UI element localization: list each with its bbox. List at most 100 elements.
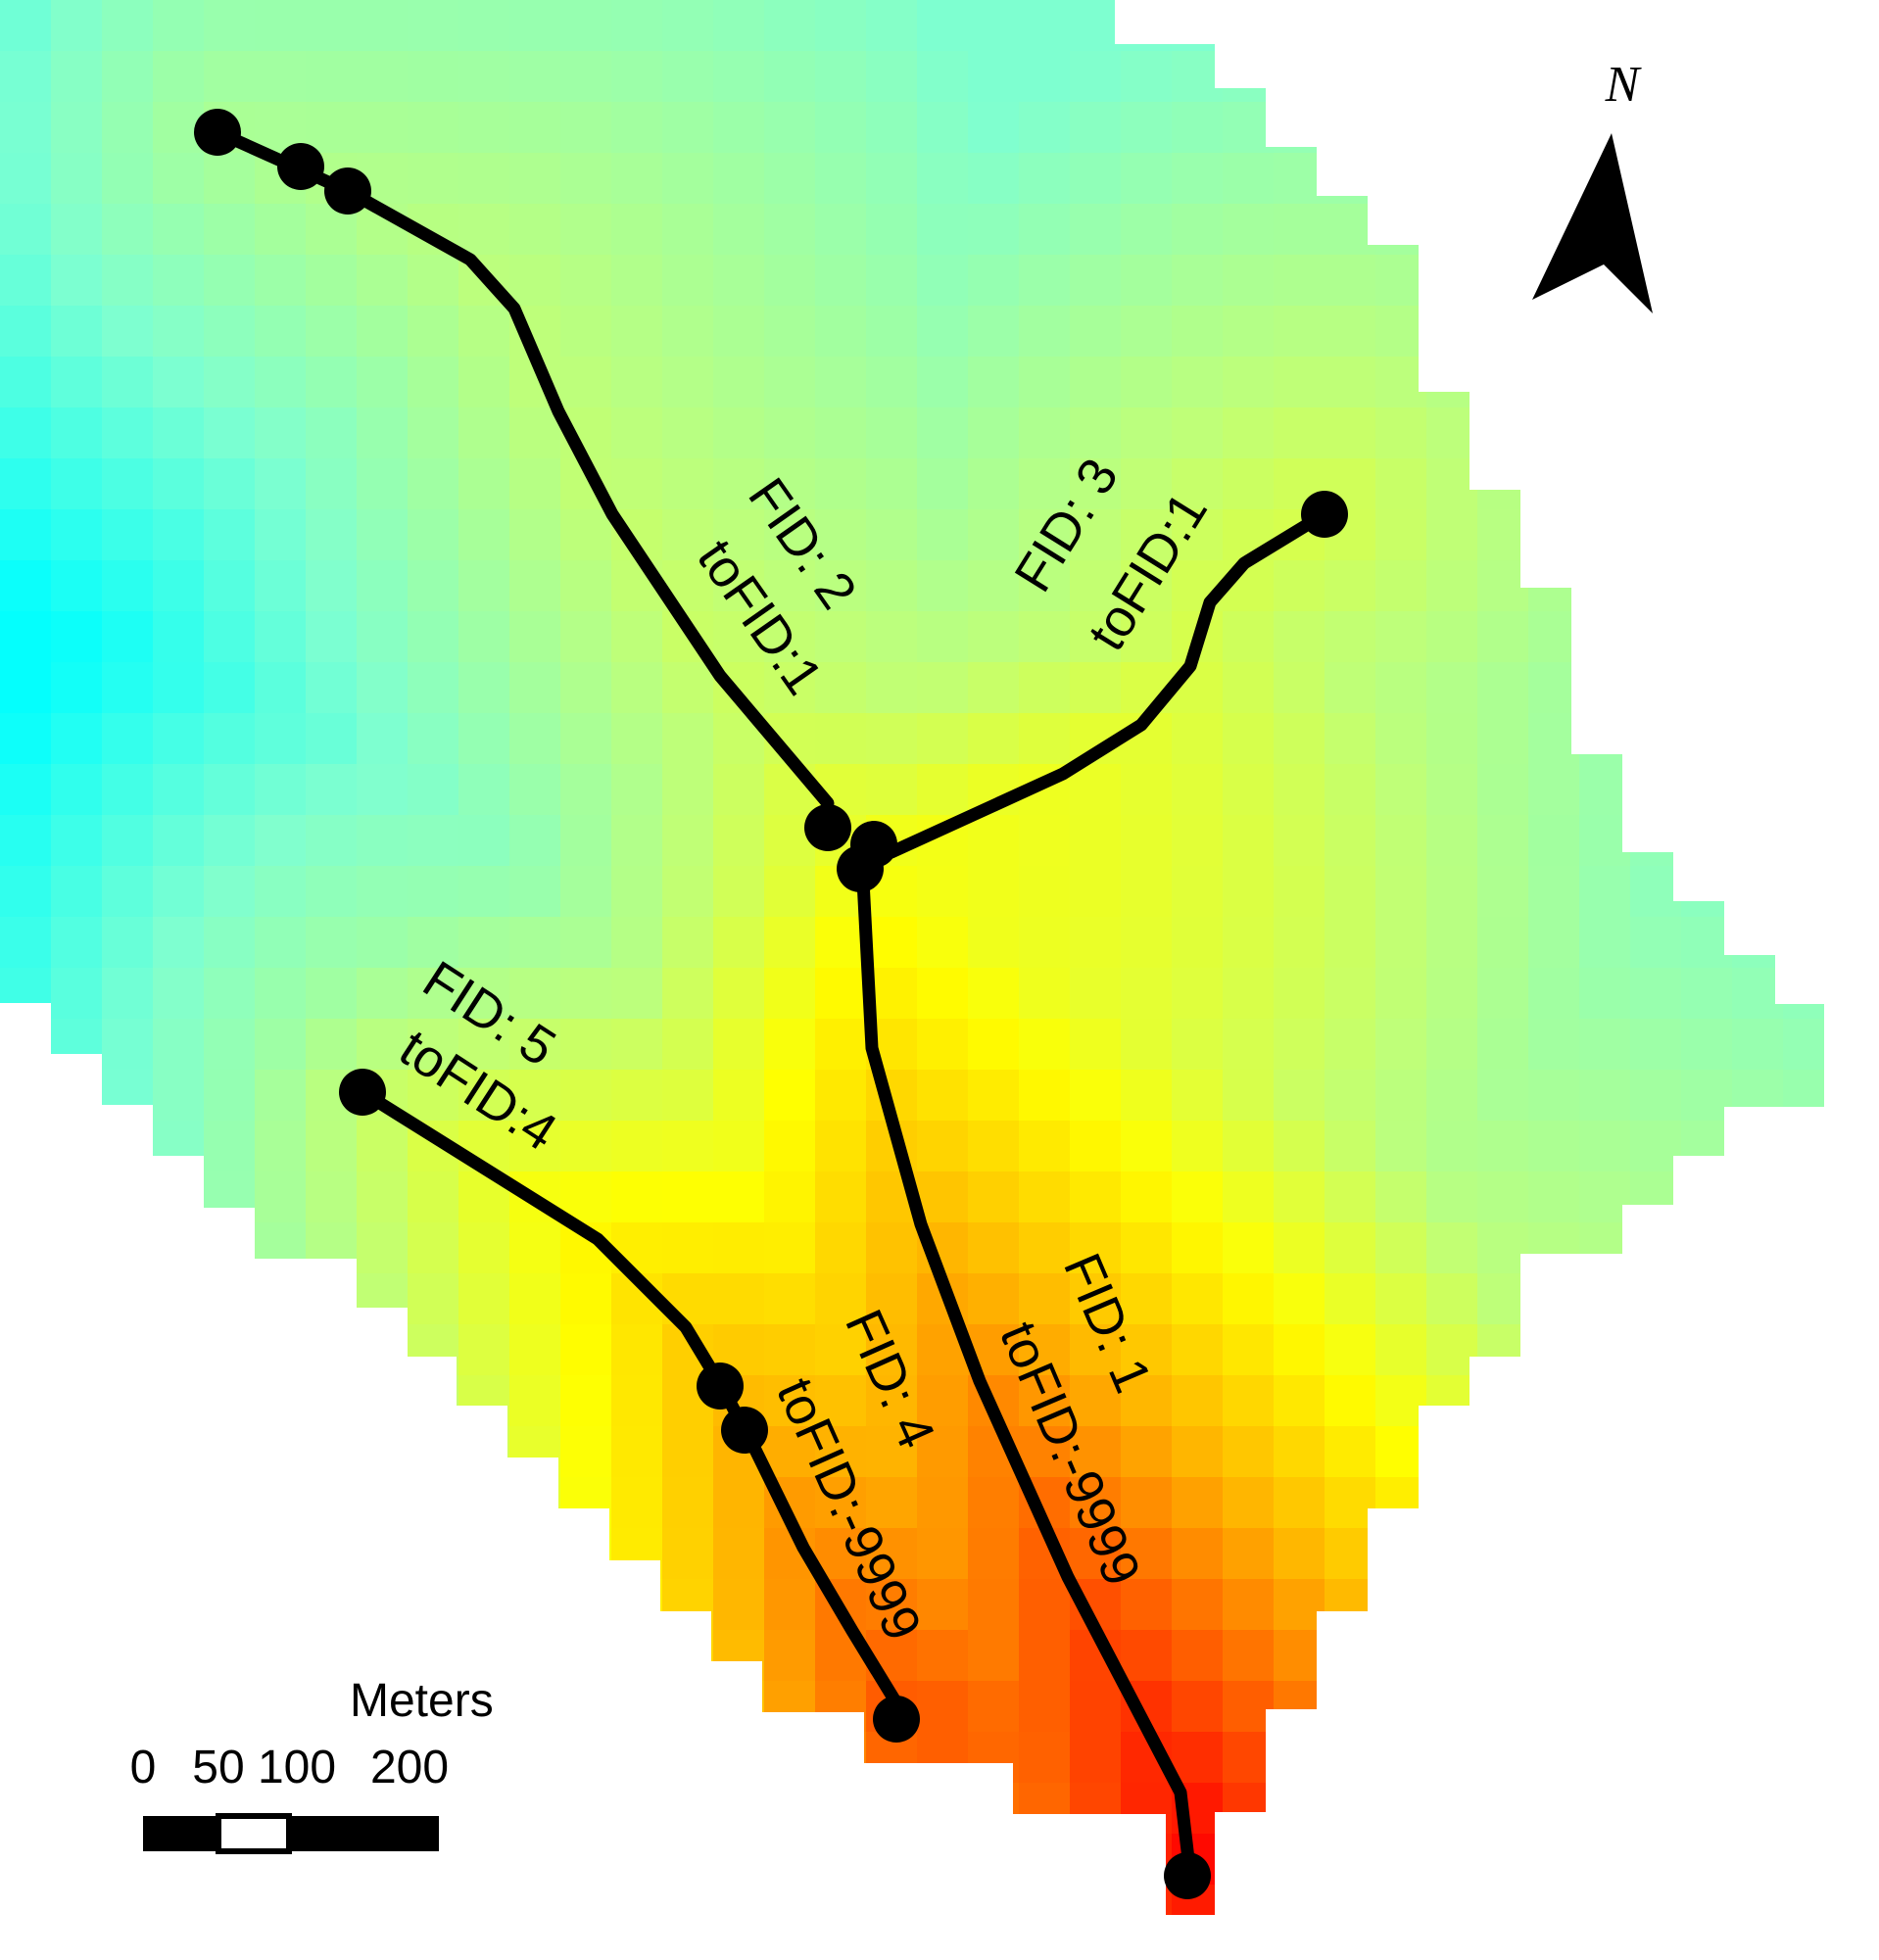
raster-cell	[1172, 357, 1224, 408]
raster-cell	[306, 713, 358, 765]
raster-cell	[968, 866, 1020, 918]
raster-cell	[255, 866, 307, 918]
raster-cell	[204, 560, 256, 612]
raster-cell	[968, 662, 1020, 714]
raster-cell	[458, 866, 510, 918]
raster-cell	[1528, 917, 1580, 969]
raster-cell	[509, 1375, 561, 1427]
raster-cell	[1274, 917, 1325, 969]
raster-cell	[1274, 866, 1325, 918]
raster-cell	[1426, 866, 1478, 918]
raster-cell	[1579, 1121, 1631, 1172]
raster-cell	[102, 458, 154, 510]
raster-cell	[255, 509, 307, 561]
raster-cell	[204, 764, 256, 816]
raster-cell	[357, 713, 409, 765]
raster-cell	[306, 458, 358, 510]
raster-cell	[1121, 1019, 1173, 1071]
raster-cell	[1325, 764, 1376, 816]
raster-cell	[917, 458, 969, 510]
raster-cell	[1172, 153, 1224, 205]
raster-cell	[560, 509, 612, 561]
raster-cell	[1223, 1171, 1275, 1223]
raster-cell	[458, 917, 510, 969]
raster-cell	[153, 917, 205, 969]
raster-cell	[102, 662, 154, 714]
raster-cell	[917, 1171, 969, 1223]
raster-cell	[306, 1121, 358, 1172]
raster-cell	[1325, 866, 1376, 918]
raster-cell	[1070, 917, 1122, 969]
raster-cell	[968, 407, 1020, 459]
raster-cell	[611, 764, 663, 816]
raster-cell	[408, 407, 459, 459]
raster-cell	[815, 204, 867, 256]
raster-cell	[968, 306, 1020, 358]
scale-bar: Meters 0 50 100 200	[130, 1675, 494, 1854]
stream-node	[721, 1407, 768, 1454]
raster-cell	[866, 560, 918, 612]
stream-line-fid-3	[885, 507, 1331, 859]
raster-cell	[51, 102, 103, 154]
raster-cell	[1121, 1273, 1173, 1325]
raster-cell	[1579, 968, 1631, 1020]
raster-cell	[1019, 1324, 1071, 1376]
raster-cell	[662, 458, 714, 510]
raster-cell	[204, 0, 256, 52]
raster-cell	[815, 968, 867, 1020]
raster-cell	[866, 764, 918, 816]
raster-cell	[968, 1019, 1020, 1071]
raster-cell	[968, 1630, 1020, 1682]
raster-cell	[1426, 1273, 1478, 1325]
raster-cell	[662, 764, 714, 816]
scale-bar-tick-50: 50	[192, 1742, 244, 1793]
raster-cell	[662, 102, 714, 154]
raster-cell	[1019, 153, 1071, 205]
raster-cell	[815, 1019, 867, 1071]
raster-cell	[153, 713, 205, 765]
raster-cell	[1121, 204, 1173, 256]
raster-cell	[560, 1019, 612, 1071]
raster-cell	[204, 611, 256, 663]
raster-cell	[662, 306, 714, 358]
raster-cell	[1070, 0, 1122, 52]
raster-cell	[1172, 255, 1224, 307]
raster-cell	[1172, 1121, 1224, 1172]
raster-cell	[0, 764, 52, 816]
raster-cell	[764, 458, 816, 510]
raster-cell	[713, 611, 765, 663]
raster-cell	[1681, 968, 1733, 1020]
raster-cell	[1121, 1222, 1173, 1274]
raster-cell	[917, 357, 969, 408]
stream-node	[697, 1362, 744, 1410]
raster-cell	[408, 764, 459, 816]
raster-cell	[1375, 458, 1427, 510]
raster-cell	[1325, 357, 1376, 408]
raster-cell	[204, 1121, 256, 1172]
raster-cell	[662, 1121, 714, 1172]
raster-cell	[153, 1070, 205, 1122]
raster-cell	[1223, 306, 1275, 358]
raster-cell	[509, 51, 561, 103]
raster-cell	[968, 1477, 1020, 1529]
raster-cell	[662, 1426, 714, 1478]
raster-cell	[1477, 611, 1529, 663]
scale-bar-tick-100: 100	[258, 1742, 336, 1793]
raster-cell	[968, 1528, 1020, 1580]
raster-cell	[1019, 357, 1071, 408]
raster-cell	[662, 1528, 714, 1580]
raster-cell	[1274, 1070, 1325, 1122]
scale-bar-tick-0: 0	[130, 1742, 157, 1793]
raster-cell	[1070, 1375, 1122, 1427]
raster-cell	[204, 357, 256, 408]
raster-cell	[153, 357, 205, 408]
raster-cell	[1375, 764, 1427, 816]
raster-cell	[1274, 1019, 1325, 1071]
raster-cell	[1274, 1121, 1325, 1172]
raster-cell	[917, 917, 969, 969]
raster-cell	[1070, 1121, 1122, 1172]
raster-cell	[1121, 1426, 1173, 1478]
raster-cell	[1274, 1477, 1325, 1529]
raster-cell	[764, 866, 816, 918]
raster-cell	[1070, 611, 1122, 663]
